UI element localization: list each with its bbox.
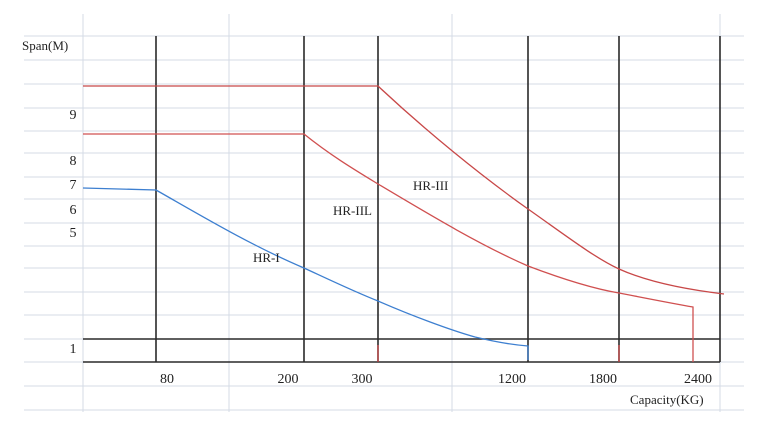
x-tick-label: 1800 (589, 372, 617, 387)
x-tick-label: 300 (352, 372, 373, 387)
series-line-hr-iil (83, 133, 694, 362)
x-tick-label: 1200 (498, 372, 526, 387)
x-tick-label: 2400 (684, 372, 712, 387)
x-tick-label: 200 (278, 372, 299, 387)
y-axis-label: Span(M) (22, 38, 68, 53)
y-tick-label: 1 (70, 342, 77, 357)
series-line-hr-i (82, 187, 529, 360)
y-tick-label: 5 (70, 226, 77, 241)
y-tick-label: 9 (70, 108, 77, 123)
y-tick-label: 6 (70, 203, 77, 218)
series-label-hr-iil: HR-IIL (333, 203, 372, 218)
x-axis-label: Capacity(KG) (630, 392, 704, 407)
chart-frame (83, 36, 721, 363)
x-tick-label: 80 (160, 372, 174, 387)
y-tick-label: 8 (70, 154, 77, 169)
series-label-hr-iii: HR-III (413, 178, 448, 193)
tick-labels: 80 200 300 1200 1800 2400 1 5 6 7 8 9 (70, 108, 713, 387)
grid (24, 14, 744, 412)
series-label-hr-i: HR-I (253, 250, 280, 265)
series-group (82, 85, 725, 362)
series-line-hr-iii (83, 85, 725, 295)
y-tick-label: 7 (70, 178, 77, 193)
